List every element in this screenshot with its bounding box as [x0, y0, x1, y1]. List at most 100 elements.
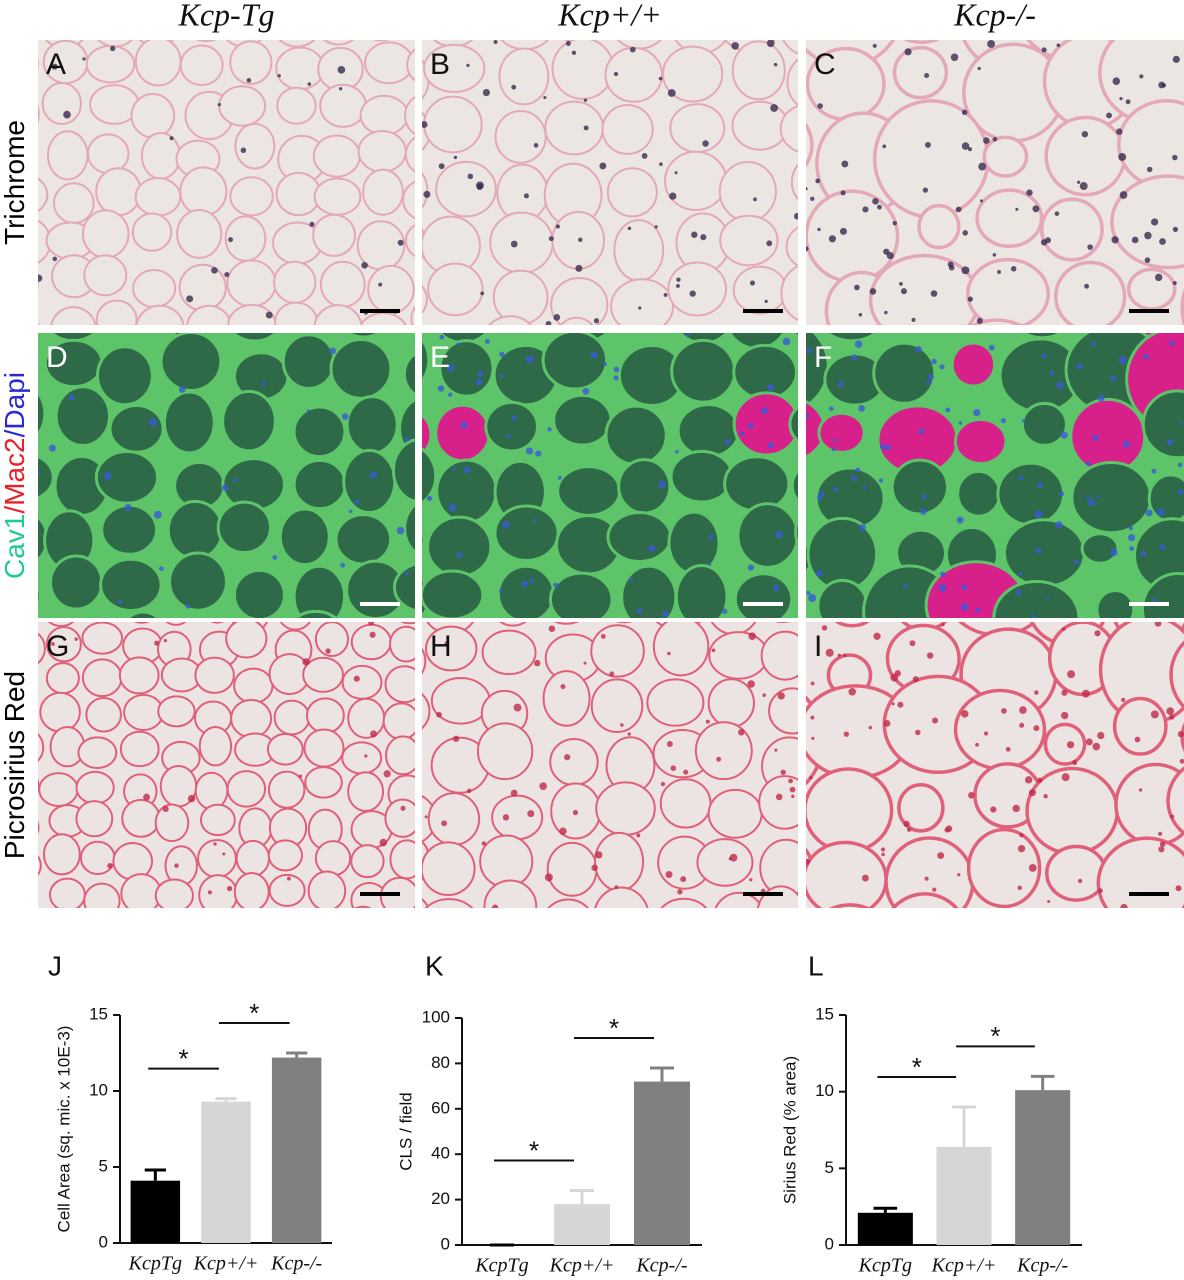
nucleus	[153, 510, 162, 519]
y-tick-label: 5	[99, 1156, 108, 1175]
nucleus	[945, 407, 951, 413]
nucleus	[1097, 888, 1103, 894]
nucleus	[578, 237, 583, 242]
nucleus	[348, 509, 353, 513]
nucleus	[722, 608, 728, 615]
cell	[1110, 174, 1184, 270]
nucleus	[980, 199, 984, 203]
nucleus	[716, 756, 722, 762]
cell	[953, 688, 1047, 771]
cell	[601, 103, 654, 155]
micrograph	[806, 622, 1184, 908]
cell	[0, 884, 36, 916]
nucleus	[502, 520, 510, 529]
nucleus	[337, 66, 346, 74]
bar	[554, 1204, 610, 1245]
nucleus	[1097, 731, 1105, 740]
cell	[1126, 267, 1177, 311]
nucleus	[213, 842, 217, 846]
nucleus	[1031, 614, 1035, 618]
nucleus	[861, 874, 869, 882]
nucleus	[773, 62, 778, 67]
cell	[267, 839, 303, 872]
nucleus	[354, 499, 360, 505]
nucleus	[396, 526, 405, 535]
nucleus	[555, 224, 560, 229]
nucleus	[897, 701, 904, 708]
cell	[707, 678, 755, 728]
nucleus	[591, 864, 598, 871]
cell	[670, 338, 737, 404]
nucleus	[915, 345, 922, 353]
x-tick-label: Kcp-/-	[635, 1255, 687, 1277]
nucleus	[932, 717, 939, 724]
nucleus	[1010, 266, 1017, 272]
cell	[1140, 571, 1184, 618]
cell	[788, 405, 798, 443]
nucleus	[837, 381, 844, 388]
cell	[38, 855, 42, 876]
cell	[404, 224, 415, 258]
nucleus	[148, 418, 157, 427]
nucleus	[641, 153, 648, 159]
nucleus	[438, 163, 445, 170]
cell	[159, 919, 193, 953]
cell	[1002, 518, 1086, 589]
cell	[427, 262, 484, 317]
nucleus	[143, 793, 150, 801]
nucleus	[38, 274, 43, 282]
nucleus	[1158, 831, 1163, 836]
cell	[364, 41, 414, 85]
nucleus	[521, 580, 529, 588]
y-tick-label: 0	[99, 1232, 108, 1251]
cell	[422, 692, 431, 730]
cell	[417, 4, 459, 44]
cell	[303, 728, 345, 768]
nucleus	[892, 220, 898, 226]
nucleus	[379, 838, 388, 847]
cell	[154, 803, 190, 843]
x-tick-label: KcpTg	[128, 1253, 182, 1275]
cell	[604, 46, 664, 103]
cell	[166, 499, 224, 561]
cell	[660, 897, 708, 908]
cell	[138, 40, 175, 47]
cell	[41, 81, 83, 126]
nucleus	[582, 387, 590, 395]
nucleus	[774, 748, 778, 752]
nucleus	[912, 676, 919, 683]
nucleus	[463, 466, 471, 474]
nucleus	[437, 385, 445, 392]
cell	[779, 104, 798, 153]
bar	[201, 1101, 251, 1243]
y-tick-label: 10	[815, 1081, 834, 1100]
cell	[359, 94, 409, 136]
cell	[38, 632, 46, 665]
cell	[435, 160, 497, 218]
nucleus	[548, 236, 554, 242]
nucleus	[677, 889, 683, 895]
nucleus	[48, 444, 56, 452]
nucleus	[1154, 273, 1163, 282]
nucleus	[1058, 491, 1064, 497]
nucleus	[858, 312, 863, 317]
cell	[135, 304, 185, 325]
nucleus	[1017, 845, 1026, 853]
nucleus	[791, 794, 795, 799]
cell	[382, 702, 415, 741]
nucleus	[700, 234, 707, 241]
nucleus	[1043, 794, 1048, 799]
cell	[792, 333, 798, 339]
nucleus	[676, 277, 681, 282]
nucleus	[613, 72, 619, 77]
nucleus	[862, 485, 867, 490]
nucleus	[475, 378, 483, 386]
nucleus	[1028, 789, 1036, 797]
cell	[38, 820, 40, 835]
cell	[424, 625, 478, 672]
nucleus	[1118, 355, 1127, 364]
nucleus	[762, 693, 767, 697]
nucleus	[1092, 742, 1101, 751]
nucleus	[525, 447, 534, 455]
panel-letter: G	[46, 630, 69, 663]
